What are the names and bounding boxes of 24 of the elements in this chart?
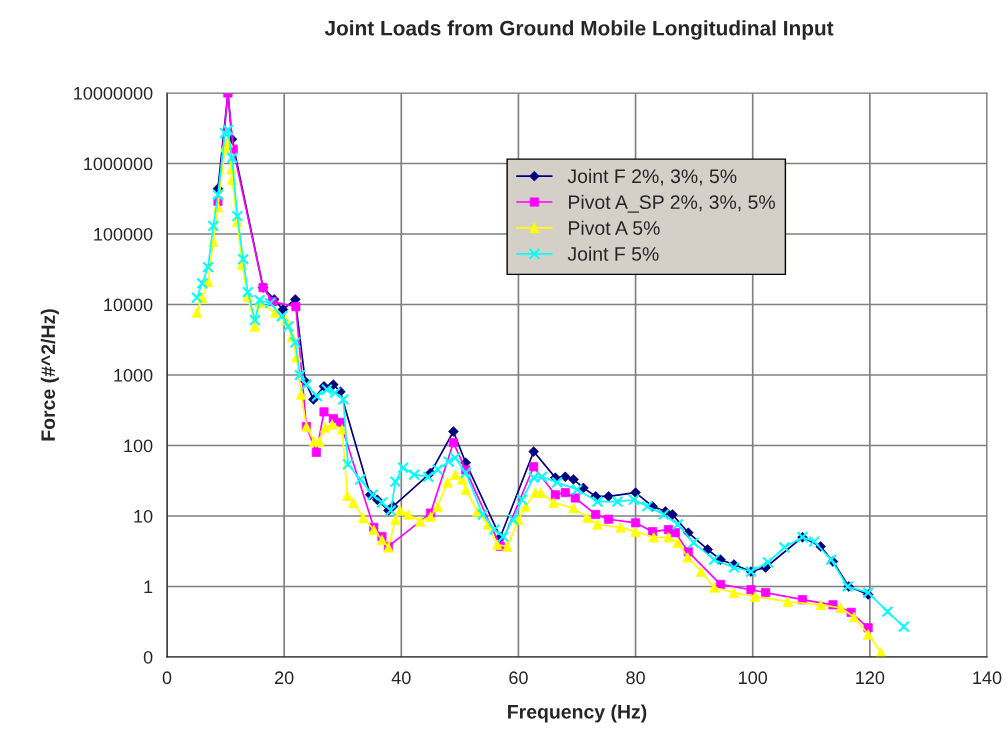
y-tick-label: 1	[144, 580, 153, 594]
legend-label: Pivot A_SP 2%, 3%, 5%	[569, 194, 775, 213]
legend-label: Pivot A 5%	[569, 220, 660, 235]
x-tick-label: 80	[626, 671, 645, 685]
y-tick-label: 100	[124, 439, 153, 453]
y-tick-label: 0	[143, 650, 153, 664]
y-tick-label: 1000	[114, 368, 153, 382]
legend-label: Joint F 2%, 3%, 5%	[567, 168, 737, 186]
y-tick-label: 1000000	[84, 157, 153, 171]
chart-title: Joint Loads from Ground Mobile Longitudinal Input	[324, 20, 834, 40]
y-axis-title: Force (#^2/Hz)	[40, 309, 59, 441]
y-tick-label: 10000000	[74, 86, 153, 100]
legend-label: Joint F 5%	[567, 246, 659, 261]
x-tick-label: 0	[162, 671, 172, 685]
x-tick-label: 40	[391, 671, 411, 685]
y-tick-label: 100000	[94, 227, 153, 241]
y-tick-label: 10	[134, 509, 153, 523]
x-tick-label: 120	[856, 671, 885, 685]
x-tick-label: 100	[739, 671, 768, 685]
x-axis-title: Frequency (Hz)	[508, 704, 647, 723]
x-tick-label: 140	[973, 671, 1002, 685]
x-tick-label: 20	[275, 671, 294, 685]
y-tick-label: 10000	[104, 298, 153, 312]
x-tick-label: 60	[509, 671, 528, 685]
